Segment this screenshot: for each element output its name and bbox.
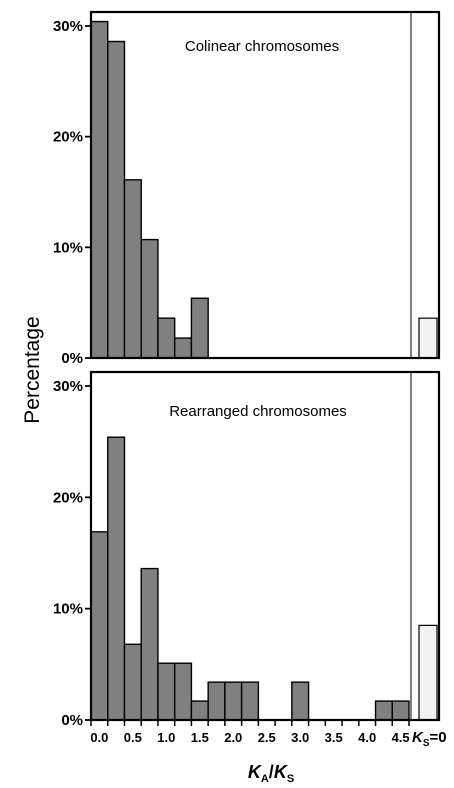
panel-frame bbox=[89, 370, 441, 722]
histogram-bar bbox=[123, 643, 142, 721]
histogram-bar bbox=[207, 681, 226, 721]
y-tick-label: 0% bbox=[61, 350, 83, 367]
histogram-bar bbox=[157, 662, 176, 721]
x-tick-label: 0.0 bbox=[90, 730, 108, 745]
x-tick-label: 0.5 bbox=[124, 730, 142, 745]
panel-title: Rearranged chromosomes bbox=[169, 403, 347, 420]
ks-zero-bar bbox=[418, 624, 438, 721]
x-tick-label: 1.5 bbox=[191, 730, 209, 745]
x-axis-label: KA/KS bbox=[248, 762, 294, 785]
histogram-bar bbox=[157, 317, 176, 359]
panel-1: 0% 10% 20% 30% Colinear chromosomes bbox=[53, 10, 441, 367]
histogram-bar bbox=[173, 337, 193, 359]
x-tick-label: 4.5 bbox=[392, 730, 410, 745]
x-tick-label: 1.0 bbox=[157, 730, 175, 745]
histogram-bar bbox=[107, 40, 126, 359]
histogram-bar bbox=[140, 567, 159, 721]
y-tick-label: 10% bbox=[53, 601, 83, 618]
x-tick-label: 4.0 bbox=[358, 730, 376, 745]
histogram-bar bbox=[140, 238, 159, 359]
histogram-bar bbox=[90, 20, 109, 359]
histogram-bar bbox=[224, 681, 243, 721]
histogram-bar bbox=[173, 662, 193, 721]
x-axis: 0.0 0.5 1.0 1.5 2.0 2.5 3.0 3.5 4.0 4.5 KS=0 KA/KS bbox=[90, 720, 447, 785]
panel-2: 0% 10% 20% 30% Rearranged chromosomes bbox=[53, 370, 441, 729]
x-tick-label: 3.5 bbox=[325, 730, 343, 745]
chart-panels: 0% 10% 20% 30% Colinear chromosomes 0% 10% 20% 3… bbox=[53, 10, 441, 729]
panel-title: Colinear chromosomes bbox=[185, 38, 339, 55]
y-axis-label: Percentage bbox=[21, 316, 44, 423]
histogram-bar bbox=[190, 700, 209, 721]
y-tick-label: 10% bbox=[53, 239, 83, 256]
x-tick-label: 2.5 bbox=[258, 730, 276, 745]
histogram-bar bbox=[190, 297, 209, 359]
y-tick-label: 0% bbox=[61, 712, 83, 729]
histogram-bar bbox=[374, 700, 393, 721]
y-tick-label: 30% bbox=[53, 378, 83, 395]
y-tick-label: 20% bbox=[53, 489, 83, 506]
ks-zero-bar bbox=[418, 317, 438, 359]
histogram-bar bbox=[90, 531, 109, 721]
histogram-bar bbox=[240, 681, 260, 721]
x-tick-label: 2.0 bbox=[224, 730, 242, 745]
ks-zero-tick-label: KS=0 bbox=[412, 729, 447, 749]
x-tick-label: 3.0 bbox=[291, 730, 309, 745]
histogram-bar bbox=[291, 681, 310, 721]
y-tick-label: 30% bbox=[53, 18, 83, 35]
histogram-bar bbox=[391, 700, 410, 721]
histogram-bar bbox=[107, 436, 126, 721]
histogram-bar bbox=[123, 179, 142, 359]
panel-frame bbox=[89, 10, 441, 360]
y-tick-label: 20% bbox=[53, 129, 83, 146]
